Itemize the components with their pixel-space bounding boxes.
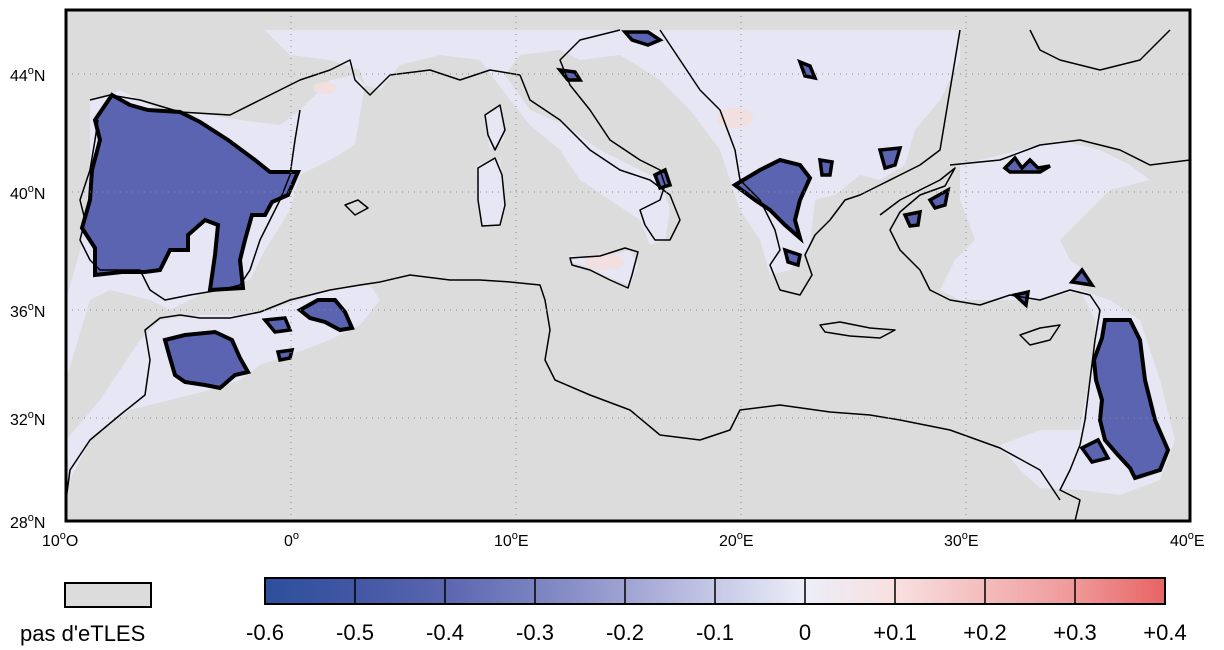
coast-italy — [519, 29, 681, 241]
coast-iberia-east — [79, 109, 301, 301]
missing-label: pas d'eTLES — [20, 621, 145, 646]
colorbar: -0.6 -0.5 -0.4 -0.3 -0.2 -0.1 0 +0.1 +0.2 +0.3 +0.… — [246, 577, 1187, 645]
islet-3 — [797, 58, 818, 81]
coast-aegean — [879, 167, 1101, 311]
spot-sicily — [585, 254, 625, 270]
coast-sardinia — [477, 157, 506, 227]
lon-label-10E: 10oE — [494, 530, 529, 550]
islet-1 — [621, 30, 664, 47]
longitude-labels: 10oO 0o 10oE 20oE 30oE 40oE — [42, 530, 1205, 550]
coast-blacksea — [949, 139, 1190, 166]
coast-iberia — [89, 59, 521, 116]
coast-adriatic — [659, 29, 961, 296]
islet-15 — [927, 186, 951, 211]
contour-levant — [1091, 318, 1171, 481]
lon-label-0: 0o — [284, 530, 299, 550]
spot-north-italy — [313, 82, 337, 94]
lon-label-30E: 30oE — [944, 530, 979, 550]
lat-label-40: 40oN — [10, 183, 45, 203]
map-content — [66, 29, 1190, 521]
region-sardinia — [478, 160, 505, 225]
small-contours — [261, 30, 1111, 464]
positive-tint-spots — [313, 82, 753, 270]
latitude-labels: 44oN 40oN 36oN 32oN 28oN — [10, 65, 45, 532]
spot-hungary — [717, 108, 753, 128]
coast-sicily — [569, 247, 639, 289]
missing-swatch — [64, 582, 152, 608]
contour-algeria — [296, 298, 355, 333]
strong-negative-regions — [79, 92, 1171, 481]
colorbar-tick-label: +0.1 — [873, 620, 916, 645]
region-turkey — [940, 140, 1150, 300]
colorbar-tick-label: +0.2 — [963, 620, 1006, 645]
colorbar-tick-label: -0.1 — [696, 620, 734, 645]
coast-iberia-north — [66, 274, 1061, 501]
contour-morocco — [162, 329, 252, 391]
colorbar-tick-label: -0.3 — [516, 620, 554, 645]
coast-cyprus — [1019, 324, 1061, 346]
legend-missing: pas d'eTLES — [20, 582, 152, 646]
islet-9 — [1068, 267, 1096, 288]
lat-label-36: 36oN — [10, 301, 45, 321]
islet-13 — [782, 247, 803, 268]
islet-4 — [877, 146, 903, 171]
colorbar-tick-label: -0.5 — [336, 620, 374, 645]
islet-12 — [275, 347, 295, 363]
lat-label-32: 32oN — [10, 409, 45, 429]
colorbar-tick-label: +0.4 — [1143, 620, 1186, 645]
coast-crete — [819, 321, 896, 339]
region-corsica — [484, 108, 504, 150]
lat-label-44: 44oN — [10, 65, 45, 85]
coast-balearic — [344, 199, 369, 216]
lon-label-20E: 20oE — [719, 530, 754, 550]
lon-label-40E: 40oE — [1170, 530, 1205, 550]
colorbar-tick-label: +0.3 — [1053, 620, 1096, 645]
colorbar-tick-label: 0 — [799, 620, 811, 645]
graticule — [66, 10, 1190, 521]
islet-14 — [817, 157, 834, 177]
lon-label-10O: 10oO — [42, 530, 78, 550]
colorbar-tick-label: -0.6 — [246, 620, 284, 645]
colorbar-tick-label: -0.4 — [426, 620, 464, 645]
islet-6 — [902, 209, 923, 228]
coastlines — [66, 29, 1190, 521]
islet-10 — [1079, 437, 1111, 464]
islet-7 — [1002, 155, 1051, 174]
islet-11 — [261, 316, 293, 334]
contour-greece — [731, 157, 813, 244]
colorbar-tick-label: -0.2 — [606, 620, 644, 645]
coast-northeast — [1029, 29, 1171, 71]
coast-corsica — [484, 104, 506, 151]
map-border — [64, 8, 1192, 523]
lat-label-28: 28oN — [10, 512, 45, 532]
coast-levant — [1059, 309, 1101, 521]
